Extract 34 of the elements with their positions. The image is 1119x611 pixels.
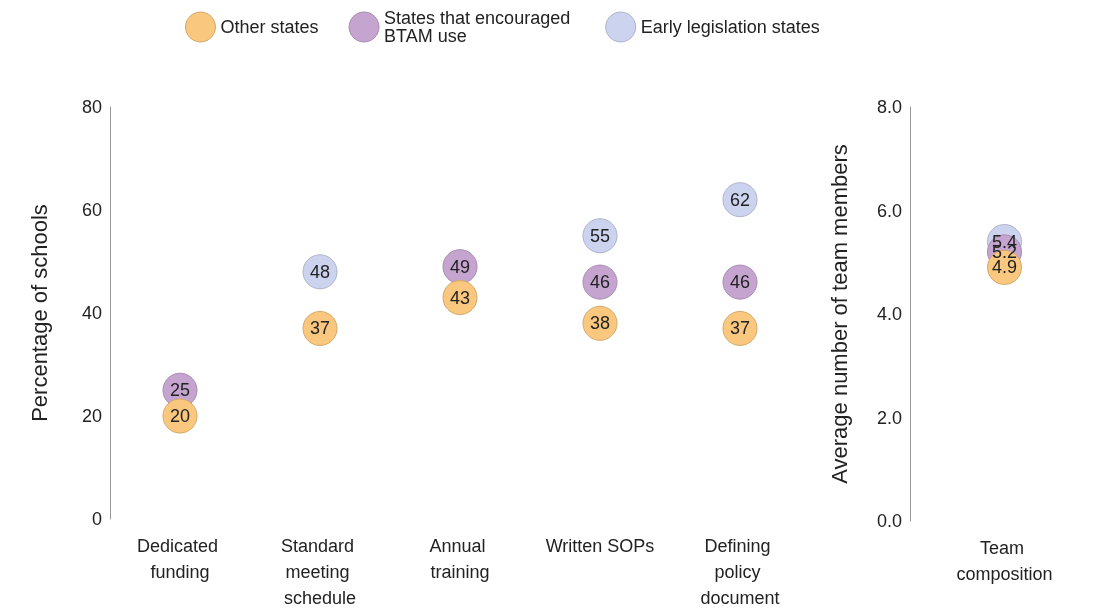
y-tick-label: 60 bbox=[81, 200, 102, 220]
y-tick-label: 0 bbox=[91, 509, 102, 529]
y-tick-label: 4.0 bbox=[876, 304, 902, 324]
data-label: 20 bbox=[169, 406, 191, 426]
y-tick-label: 6.0 bbox=[876, 200, 902, 221]
data-label: 62 bbox=[729, 189, 751, 210]
y-tick-label: 2.0 bbox=[876, 407, 902, 428]
legend-label: States that encouraged BTAM use bbox=[384, 8, 576, 46]
data-label: 4.9 bbox=[991, 257, 1018, 278]
x-tick-label: Team composition bbox=[956, 538, 1053, 584]
x-tick-label: Standard meeting schedule bbox=[280, 536, 360, 608]
x-tick-label: Annual training bbox=[429, 536, 491, 582]
y-tick-label: 40 bbox=[81, 303, 102, 323]
data-label: 43 bbox=[449, 287, 471, 308]
data-label: 49 bbox=[449, 256, 471, 277]
y-tick-label: 80 bbox=[81, 97, 102, 117]
x-tick-label: Written SOPs bbox=[545, 536, 655, 556]
legend-label: Other states bbox=[220, 17, 319, 37]
y-axis-title: Average number of team members bbox=[826, 144, 852, 484]
data-label: 46 bbox=[589, 272, 611, 293]
x-tick-label: Dedicated funding bbox=[136, 536, 224, 582]
data-label: 37 bbox=[729, 318, 751, 339]
data-label: 48 bbox=[309, 261, 331, 282]
data-label: 46 bbox=[729, 272, 751, 293]
y-tick-label: 0.0 bbox=[876, 511, 902, 531]
y-tick-label: 20 bbox=[81, 406, 102, 426]
data-label: 37 bbox=[309, 318, 331, 339]
data-label: 55 bbox=[589, 225, 611, 246]
y-tick-label: 8.0 bbox=[876, 97, 902, 117]
x-tick-label: Defining policy document bbox=[700, 536, 780, 608]
legend-label: Early legislation states bbox=[640, 17, 820, 37]
y-axis-title: Percentage of schools bbox=[26, 204, 52, 422]
data-label: 25 bbox=[169, 380, 191, 401]
data-label: 38 bbox=[589, 313, 611, 334]
